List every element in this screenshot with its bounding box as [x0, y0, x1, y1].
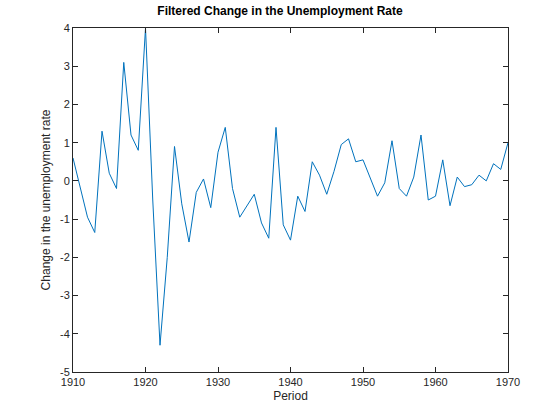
svg-text:1910: 1910: [61, 376, 85, 388]
svg-text:1940: 1940: [278, 376, 302, 388]
svg-text:-5: -5: [60, 366, 70, 378]
svg-text:1960: 1960: [423, 376, 447, 388]
svg-text:0: 0: [64, 175, 70, 187]
svg-text:1970: 1970: [496, 376, 520, 388]
svg-text:Change in the unemployment rat: Change in the unemployment rate: [39, 109, 53, 290]
svg-text:-3: -3: [60, 289, 70, 301]
svg-text:1920: 1920: [133, 376, 157, 388]
svg-text:-2: -2: [60, 251, 70, 263]
svg-text:1950: 1950: [351, 376, 375, 388]
svg-text:4: 4: [64, 22, 70, 34]
svg-text:1: 1: [64, 137, 70, 149]
svg-text:3: 3: [64, 60, 70, 72]
svg-text:-1: -1: [60, 213, 70, 225]
svg-text:Period: Period: [273, 389, 308, 403]
svg-text:2: 2: [64, 98, 70, 110]
svg-text:-4: -4: [60, 328, 70, 340]
svg-text:Filtered Change in the Unemplo: Filtered Change in the Unemployment Rate: [157, 4, 403, 18]
svg-text:1930: 1930: [206, 376, 230, 388]
